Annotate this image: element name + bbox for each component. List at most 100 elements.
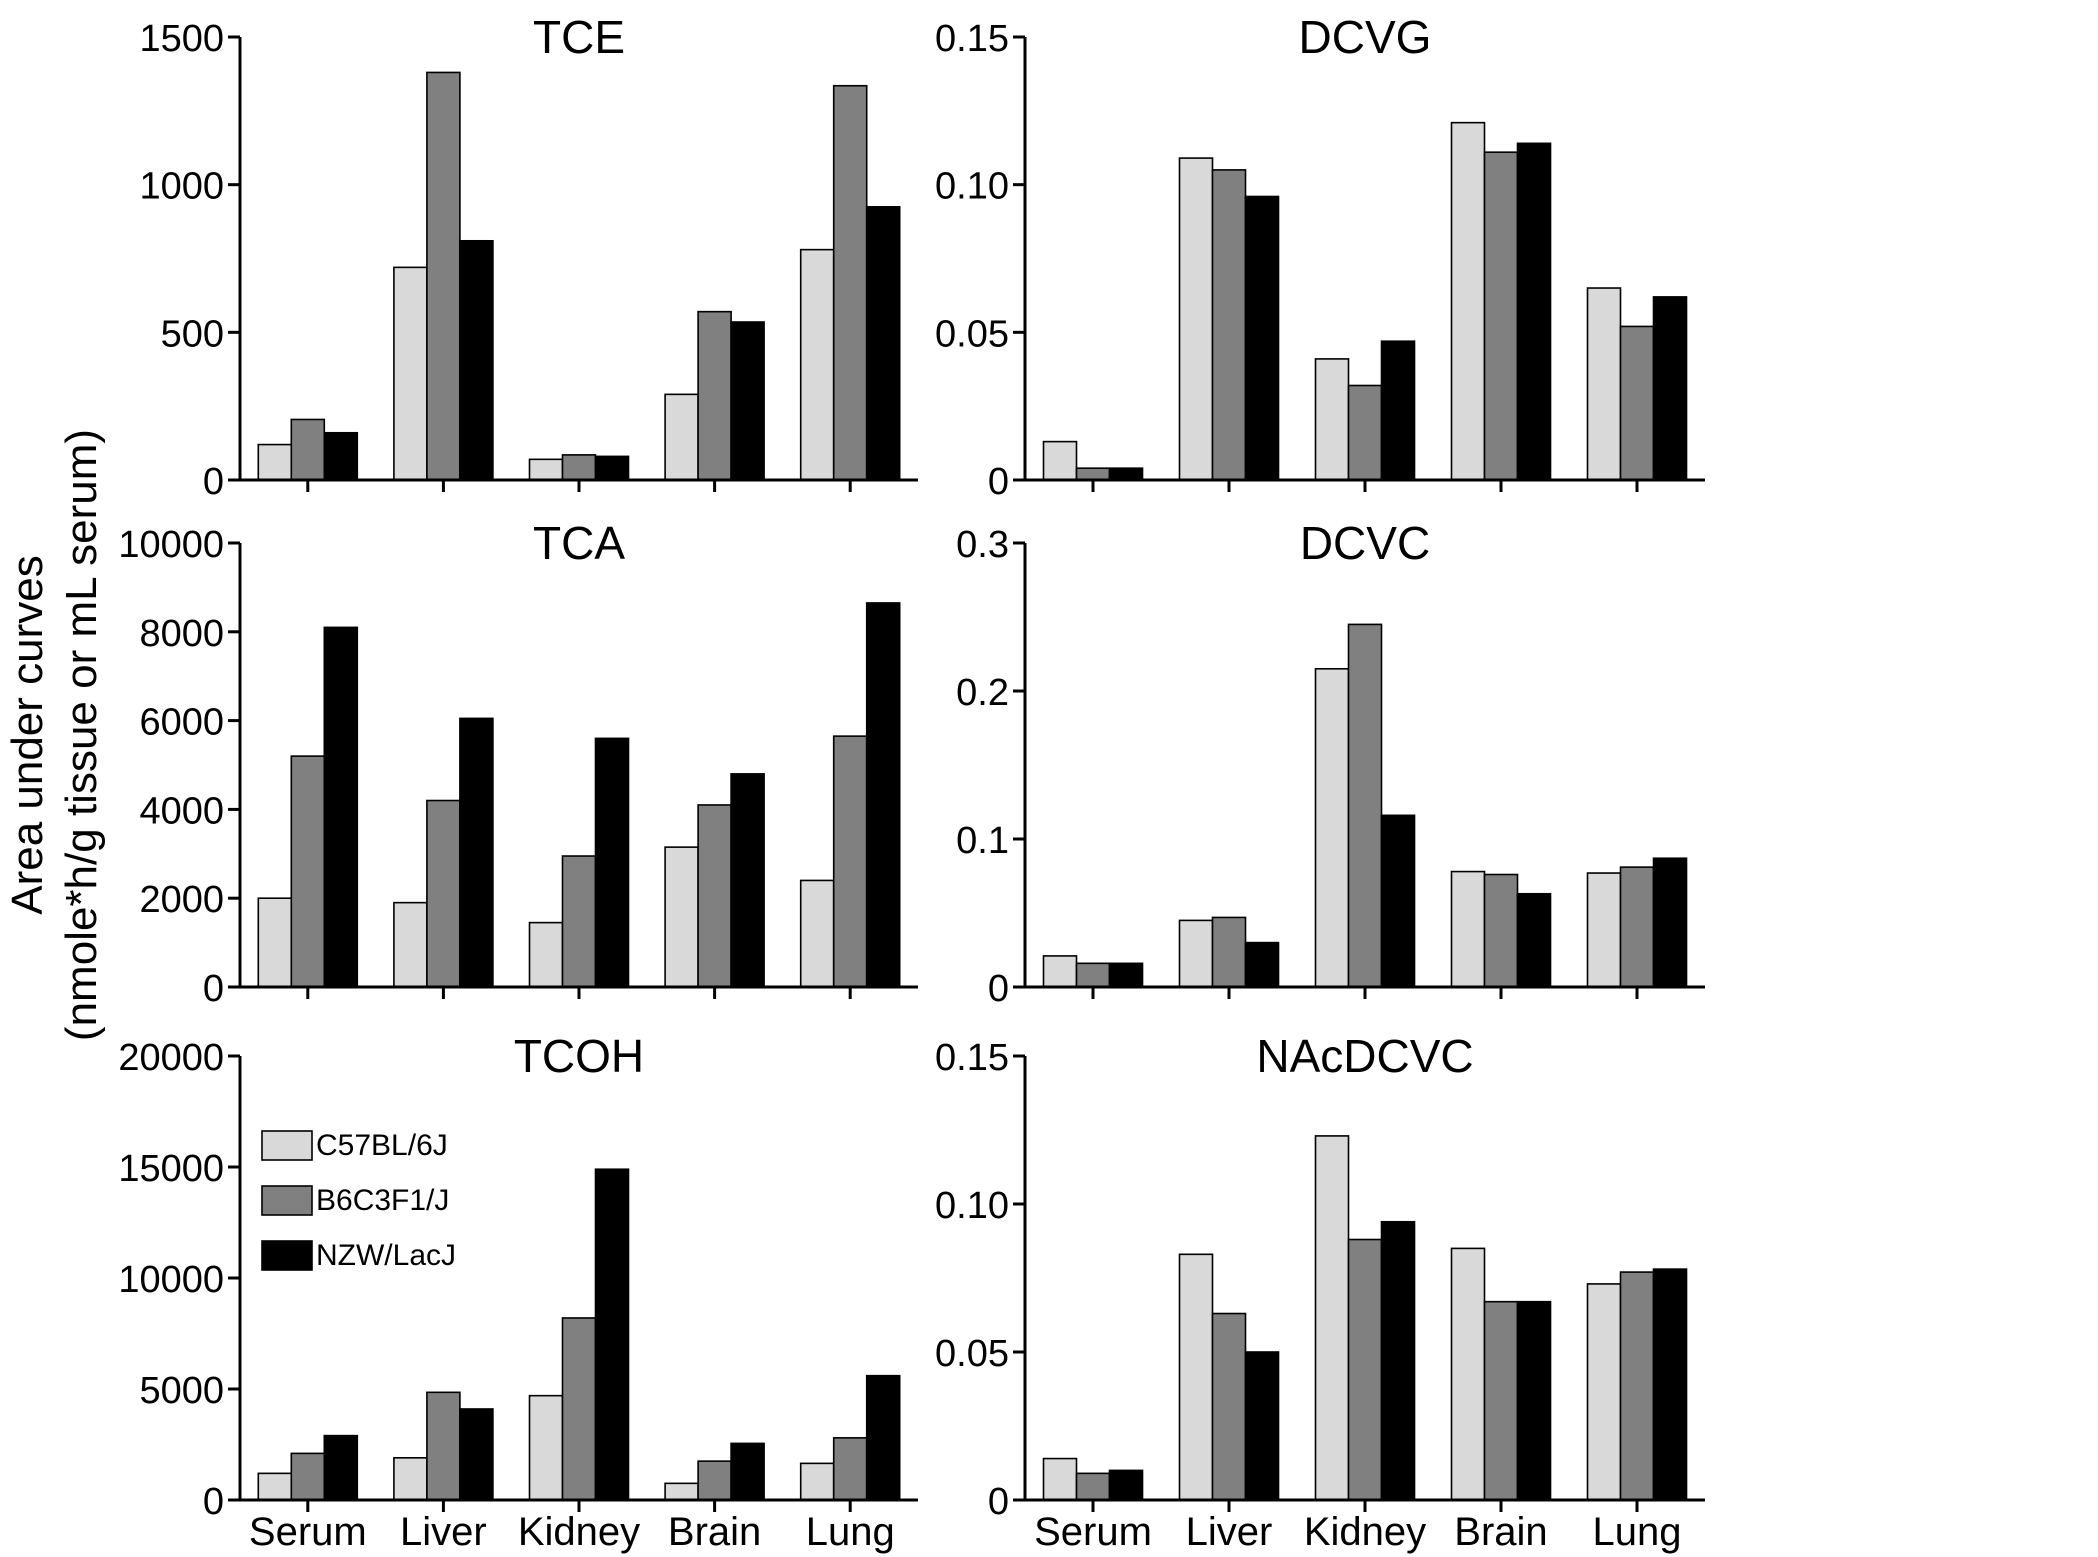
y-axis-label-line-1: Area under curves [3,555,52,915]
y-tick-label: 1000 [139,166,224,208]
bar-b6c3f1-j-lung [832,84,868,481]
bar-nzw-lacj-brain [1516,1300,1552,1501]
bar-nzw-lacj-liver [1244,941,1280,988]
y-tick-label: 0.10 [935,166,1009,208]
bar-nzw-lacj-liver [1244,1351,1280,1501]
bar-c57bl-6j-brain [1450,1247,1486,1501]
bar-c57bl-6j-kidney [528,921,564,988]
bar-nzw-lacj-kidney [1380,340,1416,481]
bar-c57bl-6j-brain [1450,870,1486,988]
x-tick-label-serum: Serum [1034,1510,1152,1554]
y-tick-label: 5000 [139,1370,224,1412]
y-tick-label: 10000 [118,524,224,566]
bar-nzw-lacj-serum [323,1434,359,1501]
bar-nzw-lacj-serum [1108,1469,1144,1501]
y-tick-label: 15000 [118,1148,224,1190]
bar-nzw-lacj-brain [730,1442,765,1501]
bar-nzw-lacj-lung [865,206,901,481]
bar-c57bl-6j-kidney [528,1394,564,1501]
bar-nzw-lacj-liver [459,717,494,988]
y-tick-label: 500 [161,313,224,355]
bar-nzw-lacj-kidney [594,737,630,988]
bar-c57bl-6j-lung [1586,872,1622,988]
legend-swatch-c57bl-6j [261,1130,313,1161]
bar-c57bl-6j-lung [1586,1283,1622,1501]
y-tick-label: 0.3 [956,524,1009,566]
bar-b6c3f1-j-liver [1211,916,1247,988]
bar-b6c3f1-j-brain [697,310,732,481]
bar-nzw-lacj-lung [1652,857,1688,988]
x-tick-label-lung: Lung [1593,1510,1682,1554]
bar-nzw-lacj-lung [1652,296,1688,481]
bar-nzw-lacj-lung [865,1374,901,1501]
chart-tca: TCA 0 2000 4000 6000 8000 10000 [118,517,918,1010]
bar-b6c3f1-j-kidney [1347,384,1383,481]
bar-nzw-lacj-serum [323,431,359,481]
bar-c57bl-6j-lung [799,248,835,481]
chart-title: TCA [533,517,625,569]
bar-b6c3f1-j-kidney [561,855,597,988]
bar-c57bl-6j-brain [664,846,699,988]
x-tick-label-brain: Brain [668,1510,761,1554]
bar-c57bl-6j-liver [393,266,428,481]
bar-b6c3f1-j-serum [290,1452,326,1501]
bar-c57bl-6j-brain [664,393,699,481]
bar-c57bl-6j-liver [1178,1253,1214,1501]
x-tick-label-serum: Serum [249,1510,367,1554]
bar-nzw-lacj-kidney [594,1168,630,1501]
chart-title: DCVC [1300,517,1430,569]
y-tick-label: 0.05 [935,1333,1009,1375]
bar-b6c3f1-j-serum [290,755,326,988]
y-tick-label: 2000 [139,879,224,921]
bar-nzw-lacj-kidney [1380,814,1416,988]
bar-nzw-lacj-lung [865,602,901,988]
bar-b6c3f1-j-brain [1483,873,1519,988]
x-tick-label-kidney: Kidney [518,1510,640,1554]
chart-dcvc: DCVC 0 0.1 0.2 0.3 [956,517,1705,1010]
bar-c57bl-6j-serum [1042,955,1078,988]
bar-b6c3f1-j-brain [697,804,732,988]
legend-swatch-b6c3f1-j [261,1185,313,1216]
bar-nzw-lacj-brain [730,773,765,988]
bar-c57bl-6j-serum [257,443,293,481]
y-tick-label: 0.2 [956,672,1009,714]
bar-nzw-lacj-liver [459,239,494,481]
y-tick-label: 0.15 [935,18,1009,60]
bar-b6c3f1-j-liver [426,71,461,481]
bar-b6c3f1-j-serum [1075,467,1111,481]
bar-nzw-lacj-serum [323,626,359,988]
y-tick-label: 0 [988,1481,1009,1523]
bar-b6c3f1-j-lung [832,735,868,988]
bar-b6c3f1-j-brain [1483,1300,1519,1501]
chart-tcoh: TCOH 0 5000 10000 15000 20000 Serum Liver Kidney… [118,1030,918,1554]
y-tick-label: 0 [203,461,224,503]
legend-label-c57bl-6j: C57BL/6J [316,1129,448,1162]
y-axis-label-line-2: (nmole*h/g tissue or mL serum) [57,429,106,1041]
bar-c57bl-6j-liver [1178,157,1214,481]
chart-nacdcvc: NAcDCVC 0 0.05 0.10 0.15 Serum Liver Kidney Brai… [935,1030,1705,1554]
bar-b6c3f1-j-liver [1211,1312,1247,1501]
legend-label-nzw-lacj: NZW/LacJ [316,1239,456,1272]
bar-c57bl-6j-liver [393,1457,428,1501]
legend: C57BL/6J B6C3F1/J NZW/LacJ [261,1129,456,1272]
y-axis-shared-label: Area under curves (nmole*h/g tissue or m… [3,429,106,1041]
chart-title: TCOH [514,1030,644,1082]
bar-nzw-lacj-kidney [594,455,630,481]
bar-nzw-lacj-liver [459,1408,494,1501]
chart-title: NAcDCVC [1256,1030,1473,1082]
x-tick-label-brain: Brain [1454,1510,1547,1554]
chart-title: DCVG [1299,11,1432,63]
bar-c57bl-6j-kidney [1314,667,1350,988]
y-tick-label: 6000 [139,702,224,744]
bar-c57bl-6j-lung [799,879,835,988]
y-tick-label: 0.10 [935,1185,1009,1227]
bar-c57bl-6j-brain [664,1482,699,1501]
bar-c57bl-6j-liver [393,901,428,988]
bar-c57bl-6j-serum [257,1472,293,1501]
bar-b6c3f1-j-liver [426,799,461,988]
bar-b6c3f1-j-lung [1619,866,1655,988]
bar-b6c3f1-j-liver [426,1391,461,1501]
bar-b6c3f1-j-kidney [1347,623,1383,988]
bar-c57bl-6j-lung [799,1462,835,1501]
